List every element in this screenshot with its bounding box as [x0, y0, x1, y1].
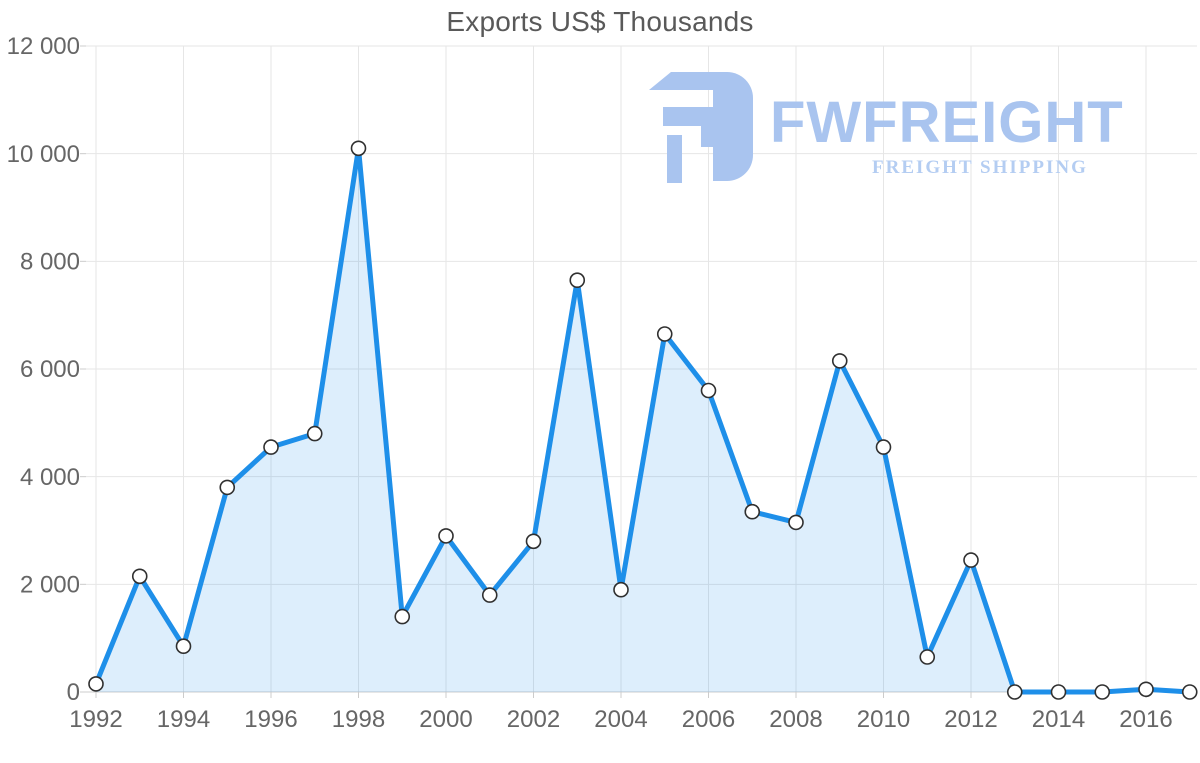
x-axis-label-2002: 2002: [507, 706, 560, 733]
chart-title: Exports US$ Thousands: [446, 6, 754, 37]
x-axis-label-2004: 2004: [594, 706, 647, 733]
data-point-2009[interactable]: [831, 353, 848, 369]
x-axis-label-1996: 1996: [244, 706, 297, 733]
data-point-2014[interactable]: [1050, 684, 1067, 700]
x-axis-label-2014: 2014: [1032, 706, 1085, 733]
x-axis-label-2012: 2012: [944, 706, 997, 733]
y-axis-label-6000: 6 000: [20, 356, 80, 383]
data-point-1996[interactable]: [263, 439, 279, 455]
y-axis-label-12000: 12 000: [7, 33, 80, 60]
data-point-1998[interactable]: [350, 140, 367, 157]
data-point-2000[interactable]: [438, 528, 454, 544]
data-point-2002[interactable]: [525, 533, 542, 550]
x-axis-label-2008: 2008: [769, 706, 822, 733]
x-axis-label-1992: 1992: [69, 706, 122, 733]
data-point-2007[interactable]: [744, 503, 761, 520]
data-point-1999[interactable]: [394, 608, 411, 625]
data-point-1993[interactable]: [131, 568, 148, 585]
data-point-2013[interactable]: [1006, 684, 1023, 700]
y-axis-label-4000: 4 000: [20, 464, 80, 491]
data-point-2004[interactable]: [613, 581, 629, 598]
data-point-2016[interactable]: [1138, 681, 1154, 698]
data-point-2003[interactable]: [569, 272, 586, 289]
x-axis-label-2000: 2000: [419, 706, 472, 733]
y-axis-label-10000: 10 000: [7, 141, 80, 168]
data-point-2017[interactable]: [1181, 684, 1198, 700]
y-axis-label-2000: 2 000: [20, 571, 80, 598]
data-point-2012[interactable]: [963, 552, 979, 568]
data-point-1997[interactable]: [306, 425, 323, 442]
data-point-2005[interactable]: [656, 326, 673, 342]
data-point-2011[interactable]: [919, 649, 936, 665]
data-point-1995[interactable]: [219, 479, 236, 496]
x-axis-label-1994: 1994: [157, 706, 210, 733]
data-point-2015[interactable]: [1094, 684, 1111, 700]
y-axis-label-8000: 8 000: [20, 248, 80, 275]
x-axis-label-2016: 2016: [1119, 706, 1172, 733]
y-axis-label-0: 0: [67, 679, 80, 706]
data-point-2001[interactable]: [481, 587, 498, 603]
data-point-2010[interactable]: [875, 439, 892, 455]
data-point-1994[interactable]: [175, 638, 192, 655]
x-axis-label-1998: 1998: [332, 706, 385, 733]
data-point-2008[interactable]: [788, 514, 804, 531]
data-point-1992[interactable]: [88, 676, 104, 692]
data-point-2006[interactable]: [700, 382, 717, 399]
x-axis-label-2010: 2010: [857, 706, 910, 733]
x-axis-label-2006: 2006: [682, 706, 735, 733]
series-area: [96, 148, 1190, 693]
